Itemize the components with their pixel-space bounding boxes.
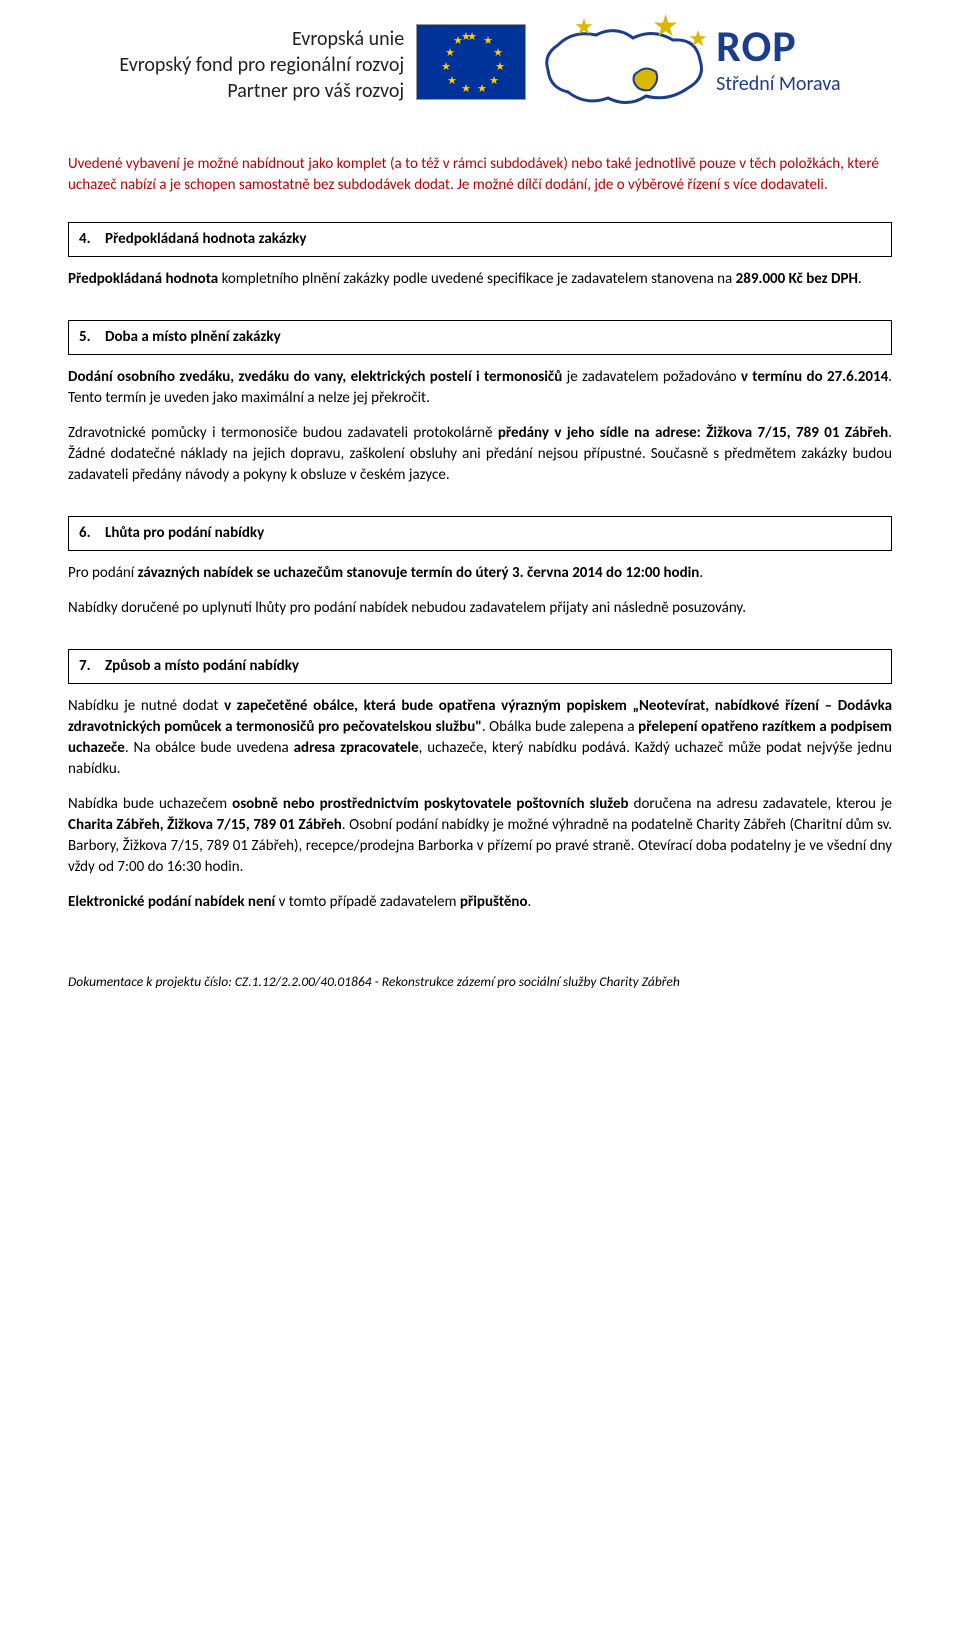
section-4-p1: Předpokládaná hodnota kompletního plnění… [68, 269, 892, 290]
section-6-p2: Nabídky doručené po uplynutí lhůty pro p… [68, 598, 892, 619]
section-5-title: Doba a místo plnění zakázky [105, 328, 281, 346]
eu-text-block: Evropská unie Evropský fond pro regionál… [119, 20, 404, 104]
rop-text: ROP Střední Morava [716, 20, 840, 98]
eu-line-2: Evropský fond pro regionální rozvoj [119, 52, 404, 78]
section-4-heading: 4.Předpokládaná hodnota zakázky [68, 222, 892, 257]
section-7-p3: Elektronické podání nabídek není v tomto… [68, 892, 892, 913]
eu-line-1: Evropská unie [119, 26, 404, 52]
logo-header: Evropská unie Evropský fond pro regionál… [68, 20, 892, 114]
section-7-heading: 7.Způsob a místo podání nabídky [68, 649, 892, 684]
section-7-title: Způsob a místo podání nabídky [105, 657, 299, 675]
footer-text: Dokumentace k projektu číslo: CZ.1.12/2.… [68, 973, 892, 992]
intro-paragraph: Uvedené vybavení je možné nabídnout jako… [68, 154, 892, 196]
rop-block: ★ ★ ★ ROP Střední Morava [538, 20, 840, 114]
section-5-num: 5. [79, 327, 105, 348]
rop-subtitle: Střední Morava [716, 70, 840, 98]
section-5-p1: Dodání osobního zvedáku, zvedáku do vany… [68, 367, 892, 409]
section-4-title: Předpokládaná hodnota zakázky [105, 230, 306, 248]
section-6-p1: Pro podání závazných nabídek se uchazečů… [68, 563, 892, 584]
section-7-p1: Nabídku je nutné dodat v zapečetěné obál… [68, 696, 892, 780]
section-5-p2: Zdravotnické pomůcky i termonosiče budou… [68, 423, 892, 486]
eu-flag-icon: ★ ★ ★ ★ ★ ★ ★ ★ ★ ★ ★ ★ [416, 24, 526, 100]
section-5-heading: 5.Doba a místo plnění zakázky [68, 320, 892, 355]
section-6-title: Lhůta pro podání nabídky [105, 524, 264, 542]
section-6-num: 6. [79, 523, 105, 544]
section-7-num: 7. [79, 656, 105, 677]
rop-title: ROP [716, 24, 797, 68]
eu-line-3: Partner pro váš rozvoj [119, 78, 404, 104]
section-7-p2: Nabídka bude uchazečem osobně nebo prost… [68, 794, 892, 878]
map-icon: ★ ★ ★ [538, 20, 708, 114]
section-4-num: 4. [79, 229, 105, 250]
section-6-heading: 6.Lhůta pro podání nabídky [68, 516, 892, 551]
